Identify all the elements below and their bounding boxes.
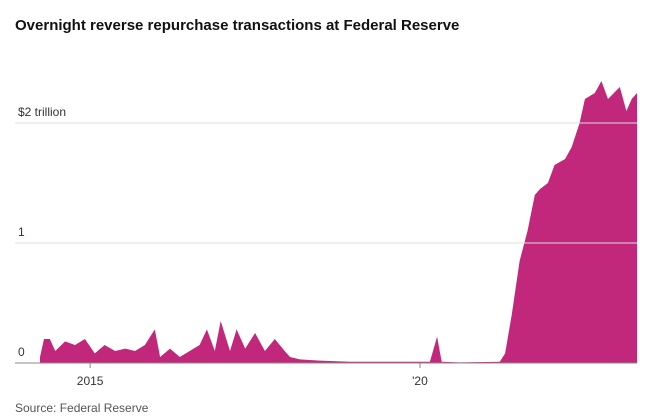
source-note: Source: Federal Reserve bbox=[15, 401, 149, 415]
y-tick-label: 1 bbox=[18, 225, 25, 239]
y-tick-label: 0 bbox=[18, 345, 25, 359]
y-tick-label: $2 trillion bbox=[18, 105, 66, 119]
x-tick-label: 2015 bbox=[77, 374, 104, 388]
x-tick-label: '20 bbox=[412, 374, 428, 388]
area bbox=[40, 81, 637, 363]
chart-title: Overnight reverse repurchase transaction… bbox=[15, 17, 459, 34]
